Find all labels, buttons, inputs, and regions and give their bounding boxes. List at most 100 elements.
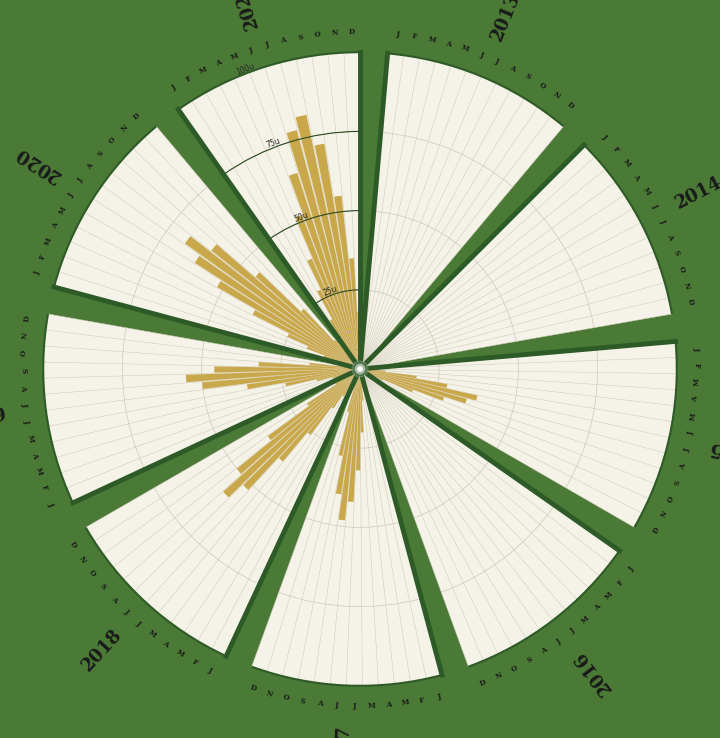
Text: A: A: [86, 162, 95, 171]
Text: O: O: [677, 265, 686, 273]
Text: N: N: [682, 281, 691, 289]
Text: S: S: [672, 249, 681, 256]
Text: S: S: [523, 72, 531, 81]
Text: J: J: [568, 627, 576, 635]
Wedge shape: [360, 369, 363, 382]
Text: O: O: [87, 568, 97, 578]
Wedge shape: [332, 369, 360, 408]
Wedge shape: [338, 369, 360, 456]
Wedge shape: [268, 369, 360, 440]
Wedge shape: [256, 272, 360, 369]
Text: 2014: 2014: [672, 173, 720, 213]
Text: A: A: [30, 452, 39, 458]
Text: F: F: [611, 145, 621, 154]
Text: M: M: [367, 702, 375, 710]
Wedge shape: [212, 244, 360, 369]
Text: A: A: [280, 36, 287, 45]
Text: J: J: [170, 84, 177, 92]
Wedge shape: [347, 369, 360, 412]
Text: 2013: 2013: [488, 0, 524, 43]
Text: A: A: [665, 232, 675, 241]
Text: O: O: [107, 136, 117, 145]
Text: 100u: 100u: [234, 61, 256, 77]
Text: M: M: [25, 434, 35, 443]
Text: A: A: [540, 646, 549, 656]
Text: A: A: [678, 463, 687, 471]
Text: J: J: [47, 500, 55, 507]
Text: A: A: [385, 700, 391, 709]
Wedge shape: [237, 369, 360, 474]
Text: 25u: 25u: [322, 284, 338, 297]
Wedge shape: [336, 362, 360, 369]
Text: D: D: [132, 111, 142, 122]
Wedge shape: [310, 363, 360, 369]
Wedge shape: [334, 196, 360, 369]
Text: J: J: [21, 402, 29, 407]
Wedge shape: [279, 369, 360, 461]
Wedge shape: [338, 337, 360, 369]
Text: A: A: [161, 640, 170, 649]
Wedge shape: [336, 369, 360, 494]
Wedge shape: [243, 369, 360, 490]
Wedge shape: [360, 369, 385, 372]
Text: N: N: [20, 332, 29, 339]
Wedge shape: [179, 52, 360, 369]
Text: O: O: [510, 663, 519, 673]
Polygon shape: [355, 365, 365, 373]
Text: M: M: [427, 35, 436, 44]
Text: J: J: [683, 448, 691, 453]
Wedge shape: [357, 312, 360, 369]
Text: A: A: [593, 604, 602, 613]
Text: M: M: [401, 698, 410, 708]
Wedge shape: [348, 369, 360, 388]
Wedge shape: [336, 369, 360, 384]
Text: A: A: [691, 396, 700, 403]
Text: J: J: [335, 701, 338, 709]
Text: A: A: [109, 595, 119, 604]
Text: 75u: 75u: [265, 136, 282, 150]
Wedge shape: [360, 369, 447, 388]
Text: N: N: [77, 554, 87, 564]
Text: O: O: [537, 80, 546, 91]
Text: N: N: [495, 671, 503, 681]
Wedge shape: [360, 369, 376, 370]
Text: 50u: 50u: [293, 210, 310, 224]
Polygon shape: [359, 368, 361, 370]
Text: J: J: [692, 346, 701, 350]
Text: F: F: [419, 696, 426, 705]
Wedge shape: [343, 369, 360, 396]
Wedge shape: [185, 236, 360, 369]
Wedge shape: [360, 369, 413, 392]
Text: M: M: [58, 205, 68, 215]
Text: J: J: [248, 46, 253, 55]
Wedge shape: [258, 362, 360, 369]
Text: O: O: [19, 350, 27, 356]
Polygon shape: [352, 361, 368, 377]
Wedge shape: [360, 369, 372, 376]
Text: J: J: [207, 666, 213, 675]
Wedge shape: [360, 369, 619, 666]
Wedge shape: [360, 369, 364, 432]
Text: N: N: [552, 90, 561, 100]
Text: 2020: 2020: [12, 143, 64, 185]
Wedge shape: [252, 369, 442, 686]
Text: N: N: [120, 123, 130, 134]
Text: S: S: [96, 149, 106, 158]
Text: J: J: [264, 41, 269, 49]
Wedge shape: [360, 342, 677, 528]
Wedge shape: [317, 289, 360, 369]
Text: O: O: [314, 30, 320, 39]
Text: A: A: [317, 699, 323, 708]
Wedge shape: [360, 369, 363, 388]
Text: J: J: [352, 702, 356, 710]
Text: S: S: [297, 33, 304, 42]
Text: D: D: [22, 315, 31, 323]
Wedge shape: [354, 369, 360, 387]
Wedge shape: [43, 314, 360, 503]
Wedge shape: [348, 369, 360, 374]
Text: J: J: [658, 218, 667, 224]
Wedge shape: [86, 369, 360, 656]
Text: J: J: [32, 271, 41, 276]
Text: J: J: [627, 565, 635, 573]
Wedge shape: [360, 369, 467, 404]
